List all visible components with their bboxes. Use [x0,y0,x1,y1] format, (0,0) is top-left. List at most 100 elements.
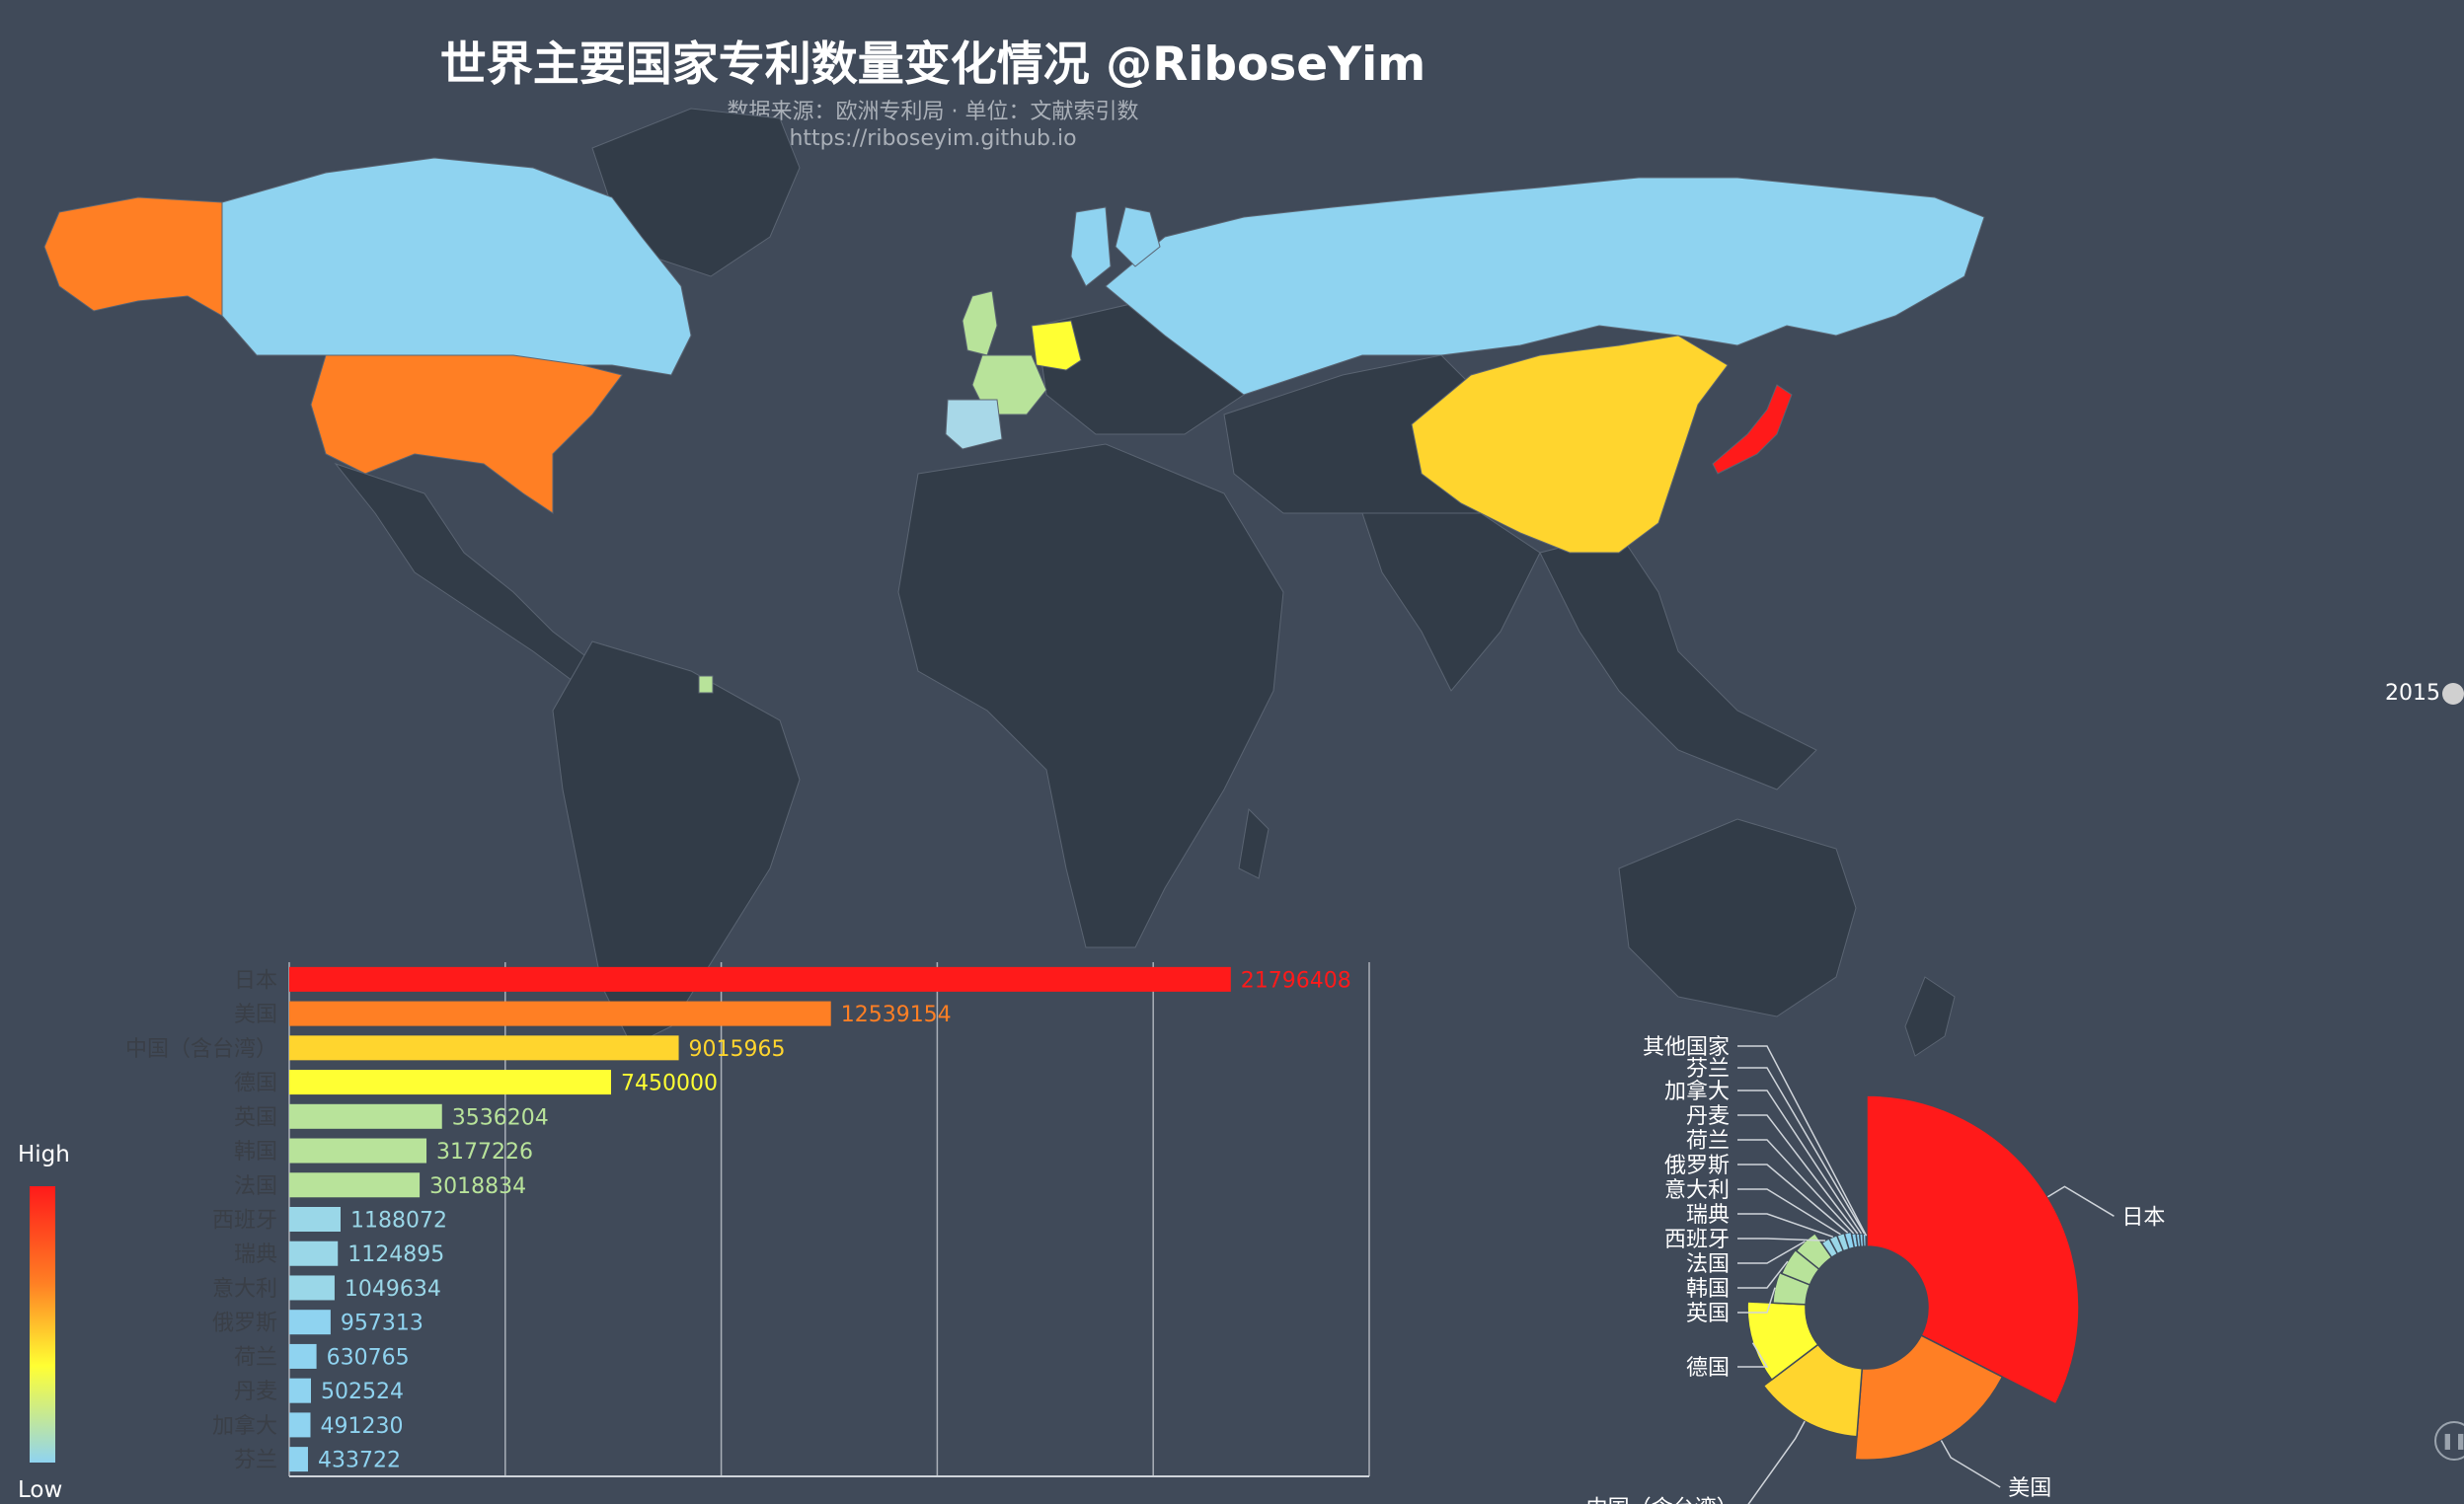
bar-2[interactable] [289,1035,679,1061]
bar-3[interactable] [289,1070,612,1095]
pie-leader-line [1737,1188,1841,1236]
pie-label: 日本 [2121,1205,2165,1230]
map-country-china [1411,335,1729,554]
map-land-south-asia [1361,512,1541,692]
pie-label: 瑞典 [1686,1203,1730,1228]
pie-leader-line [1737,1213,1834,1239]
bar-category-label: 美国 [234,1003,277,1027]
bar-value-label: 3177226 [436,1140,533,1165]
bar-0[interactable] [289,966,1231,992]
pie-slice-5[interactable] [1780,1248,1820,1286]
map-land-madagascar [1238,807,1270,879]
bar-8[interactable] [289,1241,339,1266]
map-country-spain [945,399,1003,450]
bar-chart: 日本 21796408 美国 12539154 中国（含台湾） 9015965 德国 7450… [125,962,1370,1477]
pie-label: 荷兰 [1686,1129,1730,1154]
bar-value-label: 3018834 [429,1174,526,1199]
pie-label: 丹麦 [1686,1104,1730,1129]
page-title: 世界主要国家专利数量变化情况 @RiboseYim [439,38,1426,92]
bar-category-label: 意大利 [212,1277,277,1302]
bar-value-label: 9015965 [689,1037,786,1062]
bar-6[interactable] [289,1172,421,1198]
pie-label: 法国 [1686,1252,1730,1277]
map-land-africa [897,443,1284,948]
bar-value-label: 491230 [320,1414,403,1439]
bar-category-label: 西班牙 [212,1209,277,1234]
pie-label: 德国 [1686,1356,1730,1381]
bar-5[interactable] [289,1138,427,1164]
subtitle-url: https://riboseyim.github.io [789,126,1077,151]
bar-value-label: 630765 [327,1345,410,1370]
bar-category-label: 芬兰 [234,1449,277,1473]
map-land-south-america [552,640,801,1047]
bar-value-label: 12539154 [841,1003,952,1027]
bar-1[interactable] [289,1001,831,1026]
pie-slice-1[interactable] [1854,1334,2004,1462]
map-country-uk [962,290,998,356]
pie-label: 加拿大 [1664,1079,1730,1104]
bar-value-label: 1124895 [347,1242,444,1267]
pie-slice-6[interactable] [1795,1232,1833,1271]
bar-category-label: 日本 [234,968,277,993]
map-country-sweden [1070,206,1112,287]
subtitle-source: 数据来源：欧洲专利局 · 单位：文献索引数 [727,100,1139,124]
bar-value-label: 433722 [318,1449,401,1473]
map-country-germany [1031,320,1082,371]
map-land-new-zealand [1904,976,1956,1057]
map-country-french-guiana [698,675,714,694]
pie-slice-0[interactable] [1866,1094,2080,1405]
map-land-australia [1618,818,1857,1017]
timeline-handle[interactable] [2442,683,2464,705]
bar-12[interactable] [289,1378,311,1403]
timeline-pause-button[interactable]: ❚❚ [2434,1421,2464,1461]
pie-label: 美国 [2008,1476,2051,1501]
pie-slice-15[interactable] [1865,1235,1868,1247]
bar-category-label: 英国 [234,1105,277,1130]
pie-leader-line [1940,1440,2001,1488]
bar-9[interactable] [289,1275,335,1301]
pie-leader-line [2046,1185,2115,1217]
pie-leader-line [1737,1260,1789,1289]
map-country-usa [310,354,623,514]
map-country-canada [221,157,692,376]
bar-category-label: 中国（含台湾） [125,1037,277,1062]
pie-label: 西班牙 [1664,1228,1730,1252]
bar-category-label: 丹麦 [234,1380,277,1404]
pie-leader-line [1737,1238,1826,1241]
pie-leader-line [1737,1241,1806,1264]
bar-13[interactable] [289,1412,311,1438]
bar-7[interactable] [289,1206,341,1233]
pie-label: 英国 [1686,1302,1730,1326]
bar-category-label: 韩国 [234,1140,277,1165]
visual-map-gradient[interactable] [30,1186,55,1463]
pie-label: 俄罗斯 [1664,1154,1730,1178]
pie-leader-line [1737,1164,1849,1234]
world-map [43,108,1985,1057]
bar-value-label: 3536204 [452,1105,549,1130]
pie-label: 韩国 [1686,1277,1730,1302]
rose-pie-chart: 日本美国中国（含台湾） 德国 英国韩国法国西班牙瑞典意大利俄罗斯荷兰丹麦加拿大芬兰其… [1586,1035,2165,1504]
bar-14[interactable] [289,1447,308,1472]
pie-leader-line [1737,1287,1776,1314]
pie-label: 芬兰 [1686,1057,1730,1082]
pie-leader-line [1737,1045,1868,1237]
pie-leader-line [1747,1420,1806,1504]
bar-10[interactable] [289,1310,331,1335]
bar-value-label: 502524 [321,1380,404,1404]
bar-4[interactable] [289,1103,442,1129]
bar-value-label: 957313 [341,1312,424,1336]
pie-label: 中国（含台湾） [1586,1497,1738,1504]
page-subtitle: 数据来源：欧洲专利局 · 单位：文献索引数 https://riboseyim.… [0,99,1866,152]
bar-11[interactable] [289,1343,317,1369]
pie-leader-line [1737,1139,1855,1235]
pie-label: 意大利 [1664,1178,1730,1203]
map-land-southeast-asia [1539,532,1817,790]
bar-category-label: 俄罗斯 [212,1312,277,1336]
pie-leader-line [1737,1090,1862,1235]
map-country-russia [1105,177,1985,396]
map-land-mexico-central-america [334,462,593,682]
bar-category-label: 加拿大 [212,1413,277,1439]
timeline-year-label: 2015 [2385,681,2440,706]
bar-value-label: 7450000 [621,1072,718,1096]
